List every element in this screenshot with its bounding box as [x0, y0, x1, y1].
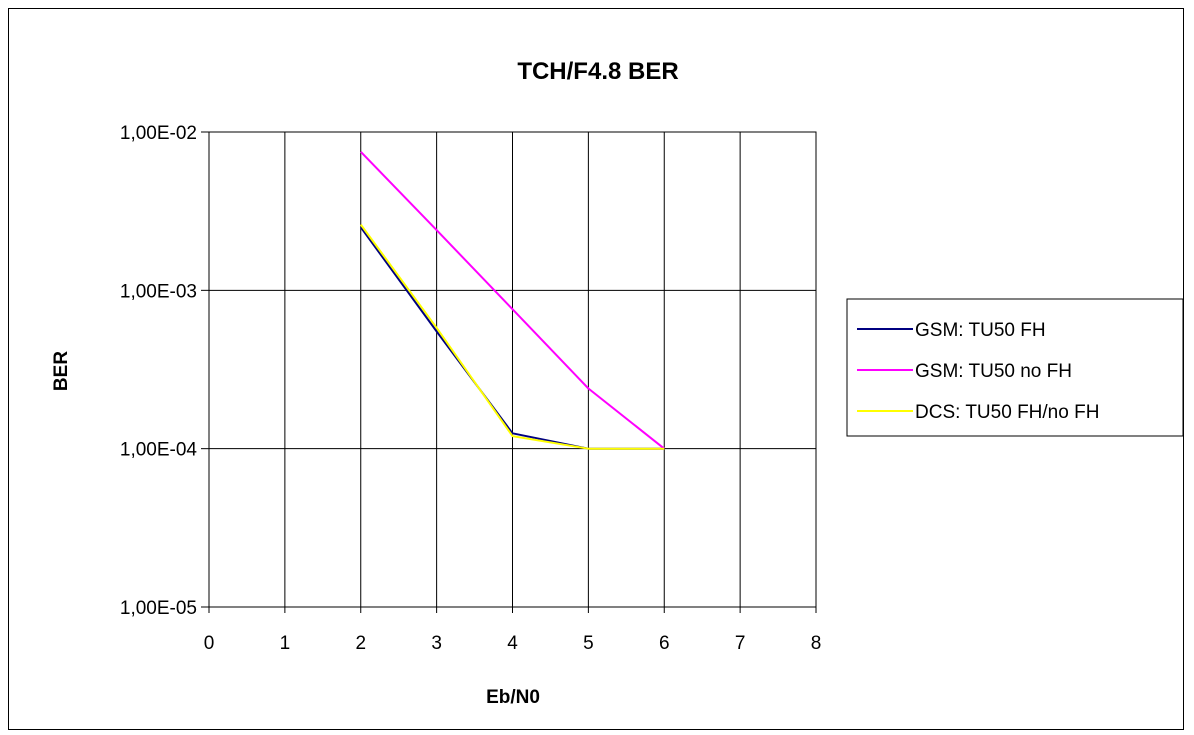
y-tick-label: 1,00E-04	[120, 440, 198, 461]
legend-label: DCS: TU50 FH/no FH	[915, 402, 1099, 423]
x-axis-title: Eb/N0	[486, 687, 540, 708]
x-tick-label: 6	[659, 633, 670, 654]
y-tick-label: 1,00E-02	[120, 123, 197, 144]
legend-box	[846, 298, 1184, 437]
series-layer	[359, 151, 665, 450]
grid-lines	[208, 131, 817, 608]
x-tick-label: 8	[811, 633, 822, 654]
series-line-2	[360, 151, 665, 450]
x-tick-label: 1	[280, 633, 291, 654]
legend-label: GSM: TU50 no FH	[915, 361, 1072, 382]
x-tick-label: 2	[355, 633, 366, 654]
x-axis: 0 1 2 3 4 5 6 7 8	[204, 606, 822, 654]
x-tick-label: 5	[583, 633, 594, 654]
x-tick-label: 7	[735, 633, 746, 654]
x-tick-label: 4	[507, 633, 518, 654]
legend-label: GSM: TU50 FH	[915, 320, 1046, 341]
chart-frame: TCH/F4.8 BER 1,00E-02 1,00E-03 1,00E-04 1,0…	[8, 8, 1184, 730]
y-tick-label: 1,00E-03	[120, 281, 197, 302]
series-line-3	[359, 224, 665, 450]
chart-title: TCH/F4.8 BER	[517, 58, 678, 85]
legend: GSM: TU50 FH GSM: TU50 no FH DCS: TU50 FH/…	[846, 298, 1184, 437]
chart-canvas: TCH/F4.8 BER 1,00E-021,00E-031,00E-041,0…	[51, 58, 1184, 708]
y-axis: 1,00E-02 1,00E-03 1,00E-04 1,00E-05	[120, 123, 210, 619]
y-axis-title: BER	[51, 351, 72, 391]
y-tick-label: 1,00E-05	[120, 598, 197, 619]
x-tick-label: 3	[431, 633, 442, 654]
x-tick-label: 0	[204, 633, 215, 654]
